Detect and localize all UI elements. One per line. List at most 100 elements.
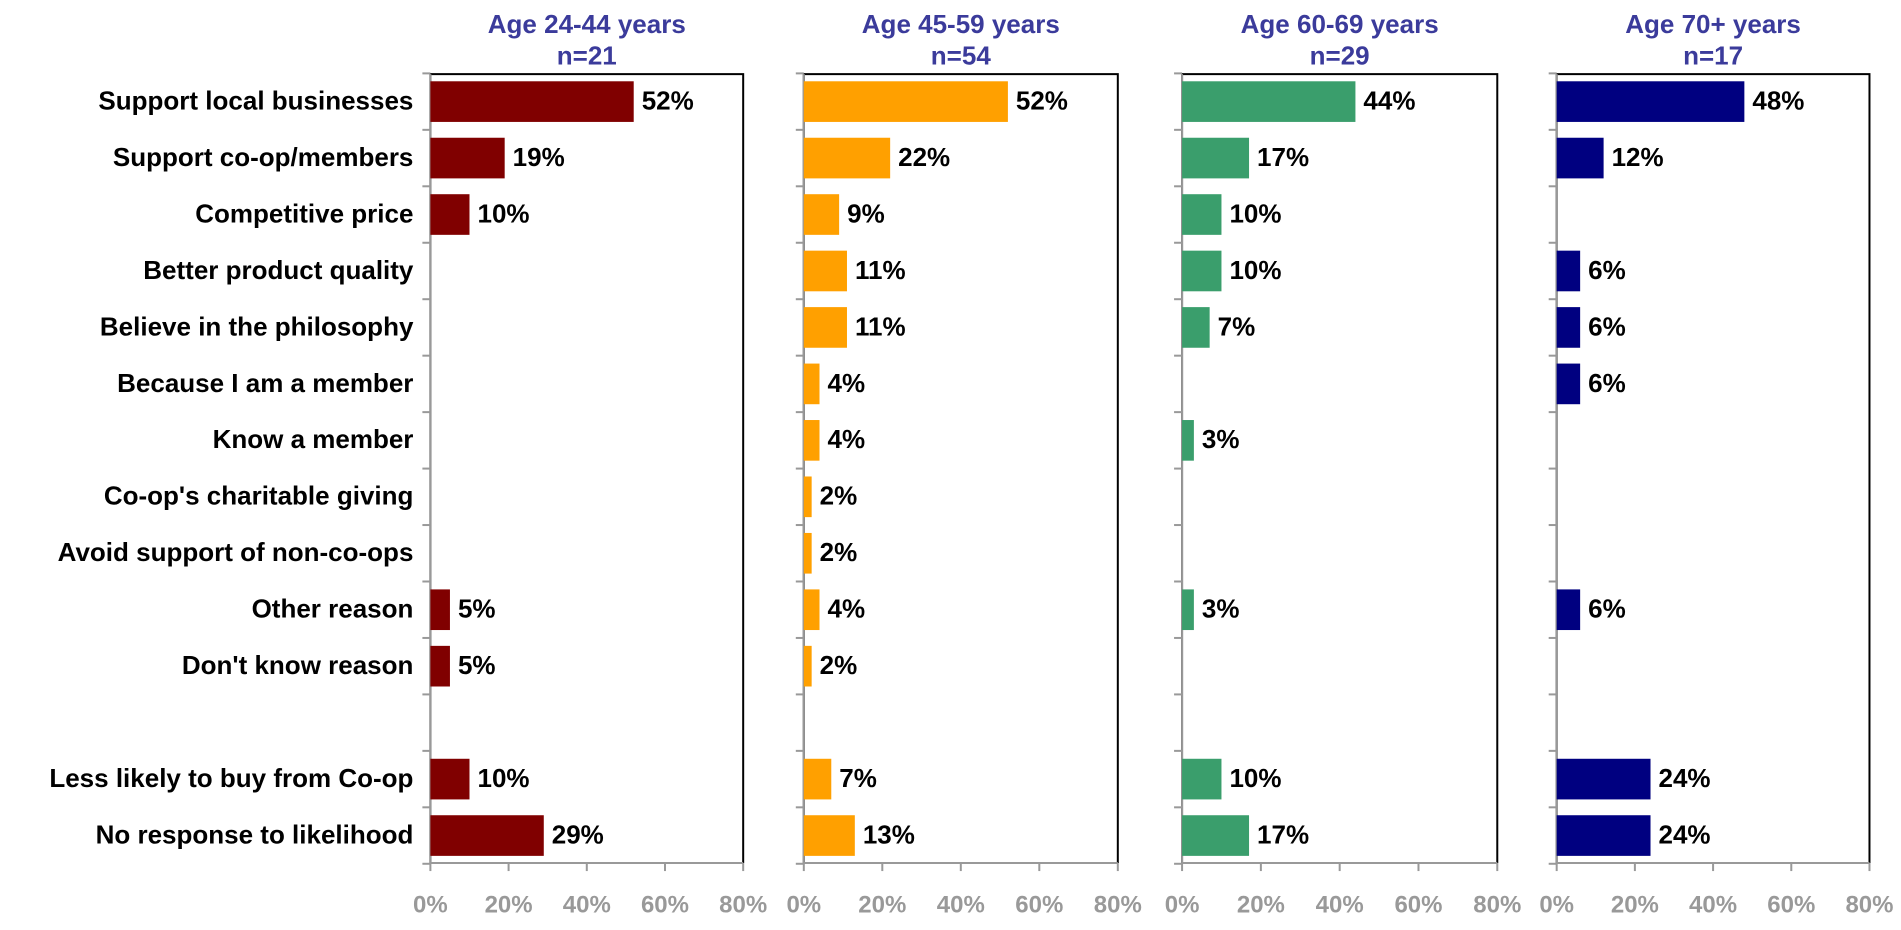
category-label: Because I am a member	[117, 368, 413, 398]
bar	[430, 137, 505, 179]
x-tick-label: 40%	[563, 891, 611, 918]
value-label: 5%	[458, 650, 496, 680]
x-tick-label: 80%	[1845, 891, 1893, 918]
bar	[1182, 589, 1194, 631]
x-tick-label: 60%	[1394, 891, 1442, 918]
bar	[1182, 758, 1222, 800]
category-label: Other reason	[252, 594, 414, 624]
x-tick-label: 0%	[786, 891, 821, 918]
bar	[430, 815, 544, 856]
x-tick-label: 60%	[1015, 891, 1063, 918]
plot-frame	[802, 73, 1119, 864]
bar	[803, 815, 855, 856]
category-label: Support co-op/members	[113, 142, 413, 172]
x-tick-label: 0%	[413, 891, 448, 918]
value-label: 4%	[828, 424, 866, 454]
bar	[803, 250, 847, 292]
plot-frame	[429, 73, 745, 864]
value-label: 2%	[820, 537, 858, 567]
value-label: 4%	[828, 594, 866, 624]
bar	[430, 589, 450, 631]
value-label: 11%	[855, 311, 906, 341]
value-label: 6%	[1588, 255, 1626, 285]
category-label: No response to likelihood	[96, 819, 414, 849]
panel-title: Age 70+ years	[1625, 9, 1801, 39]
bar	[803, 307, 847, 348]
bar	[803, 420, 820, 461]
bar	[1556, 758, 1651, 800]
value-label: 12%	[1612, 142, 1664, 172]
panel-subtitle: n=29	[1310, 40, 1370, 70]
value-label: 24%	[1659, 819, 1711, 849]
bar	[803, 758, 832, 800]
x-tick-label: 20%	[1611, 891, 1659, 918]
value-label: 9%	[847, 198, 885, 228]
value-label: 10%	[477, 198, 529, 228]
bar	[803, 363, 820, 405]
panel-title: Age 45-59 years	[862, 9, 1060, 39]
value-label: 11%	[855, 255, 906, 285]
plot-frame	[1181, 73, 1499, 864]
bar	[1182, 250, 1222, 292]
plot-frame	[1555, 73, 1871, 864]
panel-subtitle: n=17	[1683, 40, 1743, 70]
value-label: 10%	[1229, 198, 1281, 228]
category-label: Support local businesses	[98, 85, 413, 115]
x-tick-label: 80%	[1094, 891, 1142, 918]
x-tick-label: 20%	[858, 891, 906, 918]
category-label: Better product quality	[143, 255, 414, 285]
value-label: 2%	[820, 650, 858, 680]
bar	[430, 81, 634, 122]
value-label: 7%	[1218, 311, 1256, 341]
x-tick-label: 60%	[641, 891, 689, 918]
bar	[1182, 307, 1210, 348]
value-label: 29%	[552, 819, 604, 849]
value-label: 22%	[898, 142, 950, 172]
bar	[1556, 589, 1581, 631]
value-label: 10%	[1229, 255, 1281, 285]
value-label: 24%	[1659, 763, 1711, 793]
value-label: 10%	[1229, 763, 1281, 793]
value-label: 5%	[458, 594, 496, 624]
x-tick-label: 60%	[1767, 891, 1815, 918]
bar	[1556, 363, 1581, 405]
value-label: 6%	[1588, 594, 1626, 624]
bar	[803, 81, 1008, 122]
value-label: 19%	[513, 142, 565, 172]
category-label: Believe in the philosophy	[100, 311, 414, 341]
bar	[1182, 815, 1250, 856]
x-tick-label: 20%	[1237, 891, 1285, 918]
value-label: 44%	[1363, 85, 1415, 115]
bar	[803, 589, 820, 631]
bar	[803, 194, 840, 235]
bar	[430, 645, 450, 687]
category-label: Avoid support of non-co-ops	[58, 537, 414, 567]
value-label: 7%	[839, 763, 877, 793]
value-label: 6%	[1588, 311, 1626, 341]
bar	[1556, 81, 1745, 122]
x-tick-label: 80%	[719, 891, 767, 918]
category-label: Co-op's charitable giving	[104, 481, 414, 511]
value-label: 52%	[642, 85, 694, 115]
value-label: 10%	[477, 763, 529, 793]
x-tick-label: 20%	[485, 891, 533, 918]
x-tick-label: 0%	[1165, 891, 1200, 918]
bar	[1556, 137, 1604, 179]
bar	[430, 758, 470, 800]
value-label: 3%	[1202, 594, 1240, 624]
panel-subtitle: n=21	[557, 40, 617, 70]
value-label: 13%	[863, 819, 915, 849]
bar	[1182, 137, 1250, 179]
panel-title: Age 24-44 years	[488, 9, 686, 39]
value-label: 2%	[820, 481, 858, 511]
value-label: 17%	[1257, 819, 1309, 849]
panel-subtitle: n=54	[931, 40, 992, 70]
x-tick-label: 0%	[1539, 891, 1574, 918]
bar	[803, 476, 812, 518]
value-label: 3%	[1202, 424, 1240, 454]
value-label: 4%	[828, 368, 866, 398]
category-label: Know a member	[213, 424, 414, 454]
category-label: Less likely to buy from Co-op	[49, 763, 413, 793]
x-tick-label: 80%	[1473, 891, 1521, 918]
